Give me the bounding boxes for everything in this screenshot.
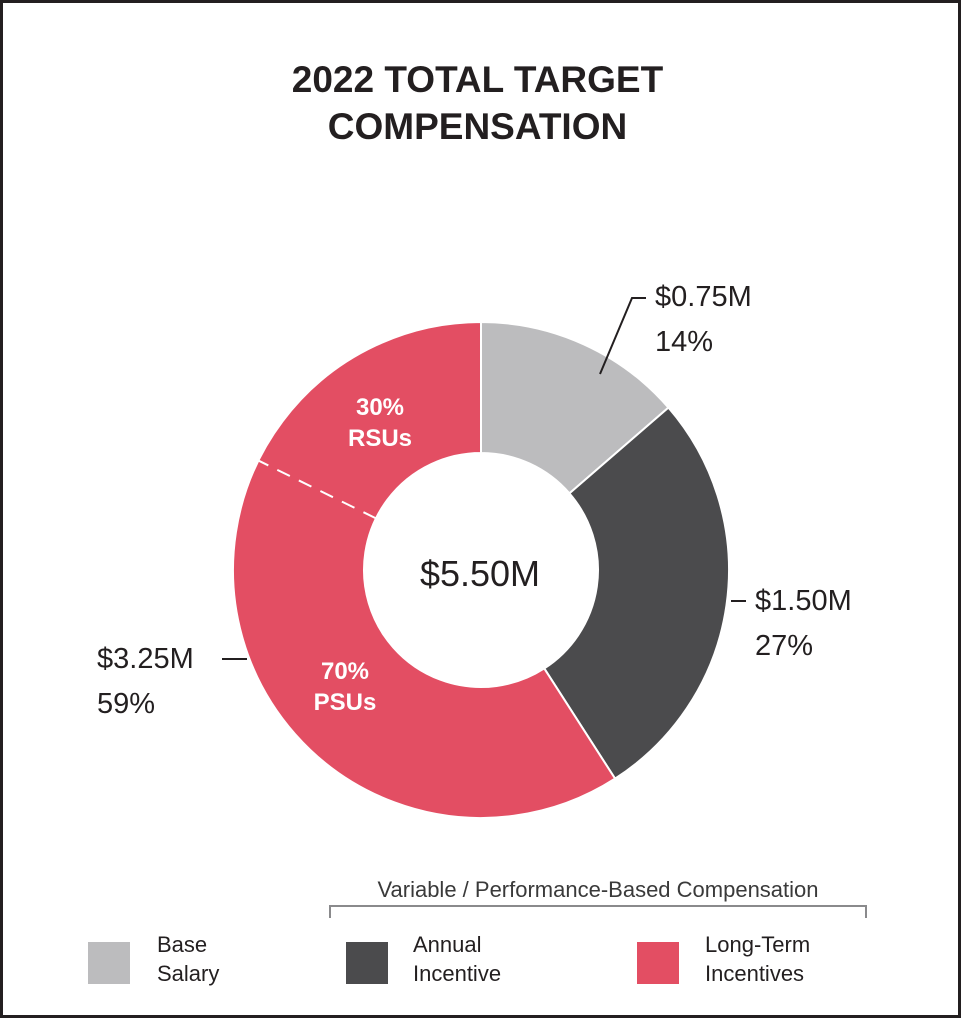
legend-item-base-salary: Base Salary — [88, 930, 288, 990]
legend-swatch-long-term-incentives — [637, 942, 679, 984]
legend-long-term-incentives-line-2: Incentives — [705, 961, 805, 986]
slice-base-salary — [480, 320, 670, 495]
psu-name: PSUs — [313, 689, 377, 716]
annual-incentive-amount: $1.50M — [755, 585, 852, 617]
base-salary-amount: $0.75M — [655, 281, 752, 313]
legend-long-term-incentives-line-1: Long-Term — [705, 932, 811, 957]
variable-comp-bracket — [329, 905, 867, 918]
legend-text-base-salary: Base Salary — [157, 930, 219, 988]
slice-annual-incentive — [542, 406, 730, 781]
legend-swatch-base-salary — [88, 942, 130, 984]
legend-base-salary-line-1: Base — [157, 932, 208, 957]
donut-slices — [232, 320, 730, 819]
chart-title: 2022 TOTAL TARGET COMPENSATION — [0, 56, 955, 150]
long-term-incentives-percent: 59% — [97, 688, 156, 720]
legend-swatch-annual-incentive — [346, 942, 388, 984]
psu-percent: 70% — [320, 658, 370, 685]
legend-text-long-term-incentives: Long-Term Incentives — [705, 930, 810, 988]
variable-comp-label: Variable / Performance-Based Compensatio… — [377, 877, 819, 902]
legend-annual-incentive-line-2: Incentive — [413, 961, 502, 986]
legend-base-salary-line-2: Salary — [157, 961, 220, 986]
rsu-psu-divider — [258, 459, 377, 520]
center-total: $5.50M — [419, 553, 541, 594]
legend-item-annual-incentive: Annual Incentive — [346, 930, 566, 990]
chart-title-line-1: 2022 TOTAL TARGET — [291, 59, 664, 100]
leader-base-salary — [599, 297, 646, 375]
psu-label: 70% PSUs — [285, 656, 405, 718]
legend-text-annual-incentive: Annual Incentive — [413, 930, 501, 988]
annual-incentive-percent: 27% — [755, 630, 814, 662]
slice-label-long-term-incentives: $3.25M 59% — [97, 637, 194, 727]
rsu-percent: 30% — [355, 394, 405, 421]
slice-label-annual-incentive: $1.50M 27% — [755, 579, 852, 669]
slice-long-term-incentives — [232, 320, 617, 819]
rsu-label: 30% RSUs — [320, 392, 440, 454]
base-salary-percent: 14% — [655, 326, 714, 358]
label-leaders — [222, 297, 746, 660]
long-term-incentives-amount: $3.25M — [97, 643, 194, 675]
slice-label-base-salary: $0.75M 14% — [655, 275, 752, 365]
legend-annual-incentive-line-1: Annual — [413, 932, 482, 957]
chart-title-line-2: COMPENSATION — [327, 106, 628, 147]
legend-item-long-term-incentives: Long-Term Incentives — [637, 930, 877, 990]
rsu-name: RSUs — [347, 425, 413, 452]
